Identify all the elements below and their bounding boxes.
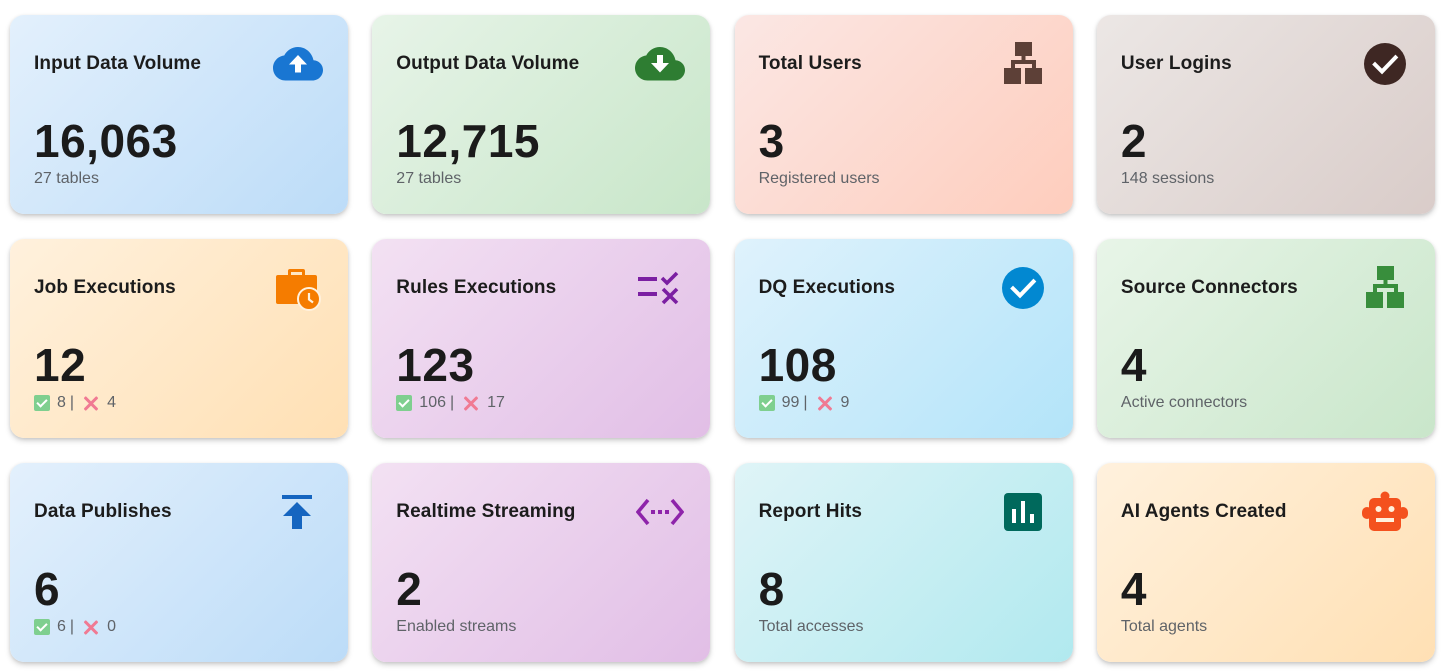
execution-stats: 106 | 17 [396, 394, 505, 412]
stat-card-dq-executions[interactable]: DQ Executions 108 99 | 9 [734, 239, 1073, 438]
card-value: 16,063 [34, 115, 178, 167]
stats-separator: | [803, 394, 808, 411]
failure-count: 9 [840, 394, 850, 411]
stat-card-user-logins[interactable]: User Logins 2 148 sessions [1096, 15, 1435, 214]
stats-separator: | [69, 618, 75, 635]
success-check-icon [758, 395, 775, 411]
card-title: AI Agents Created [1120, 501, 1287, 522]
card-subtitle: 148 sessions [1120, 170, 1215, 187]
success-check-icon [34, 395, 50, 411]
card-title: Data Publishes [34, 501, 172, 522]
stat-card-input-data-volume[interactable]: Input Data Volume 16,063 27 tables [10, 15, 348, 214]
card-value: 4 [1120, 563, 1147, 615]
card-subtitle: Active connectors [1120, 394, 1248, 411]
failure-cross-icon [82, 394, 100, 412]
card-title: Rules Executions [396, 277, 557, 298]
execution-stats: 99 | 9 [758, 394, 850, 412]
stat-card-output-data-volume[interactable]: Output Data Volume 12,715 27 tables [372, 15, 711, 214]
stat-card-total-users[interactable]: Total Users 3 Registered users [734, 15, 1073, 214]
card-title: Job Executions [34, 277, 176, 298]
check-circle-icon [997, 265, 1049, 311]
card-value: 108 [758, 339, 837, 391]
stat-card-source-connectors[interactable]: Source Connectors 4 Active connectors [1096, 239, 1435, 438]
hierarchy-icon [1359, 265, 1411, 311]
failure-cross-icon [462, 394, 480, 412]
card-title: DQ Executions [758, 277, 896, 298]
success-count: 106 [419, 394, 446, 411]
card-title: Realtime Streaming [396, 501, 576, 522]
card-subtitle: 27 tables [396, 170, 462, 187]
card-subtitle: Registered users [758, 170, 880, 187]
bar-chart-icon [997, 489, 1049, 535]
failure-count: 0 [107, 618, 116, 635]
card-title: Input Data Volume [34, 53, 202, 74]
stat-card-report-hits[interactable]: Report Hits 8 Total accesses [734, 463, 1073, 662]
cloud-download-icon [634, 41, 686, 87]
failure-count: 17 [487, 394, 505, 411]
card-value: 6 [34, 563, 61, 615]
success-count: 6 [57, 618, 66, 635]
stats-separator: | [69, 394, 75, 411]
execution-stats: 8 | 4 [34, 394, 116, 412]
success-count: 99 [781, 394, 800, 411]
failure-cross-icon [816, 394, 834, 412]
stats-separator: | [450, 394, 455, 411]
card-value: 2 [396, 563, 423, 615]
stat-card-ai-agents-created[interactable]: AI Agents Created 4 Total agents [1096, 463, 1435, 662]
stat-card-realtime-streaming[interactable]: Realtime Streaming 2 Enabled streams [372, 463, 711, 662]
card-value: 8 [758, 563, 785, 615]
execution-stats: 6 | 0 [34, 618, 116, 636]
card-subtitle: Enabled streams [396, 618, 517, 635]
publish-icon [272, 489, 324, 535]
success-check-icon [396, 395, 413, 411]
failure-cross-icon [82, 618, 100, 636]
dashboard-stat-grid: Input Data Volume 16,063 27 tables Outpu… [10, 15, 1435, 662]
settings-ethernet-icon [634, 489, 686, 535]
card-value: 2 [1120, 115, 1147, 167]
card-subtitle: Total agents [1120, 618, 1208, 635]
success-count: 8 [57, 394, 66, 411]
card-title: Source Connectors [1120, 277, 1298, 298]
cloud-upload-icon [272, 41, 324, 87]
stat-card-rules-executions[interactable]: Rules Executions 123 106 | 17 [372, 239, 711, 438]
work-history-icon [272, 265, 324, 311]
card-subtitle: 27 tables [34, 170, 99, 187]
card-value: 3 [758, 115, 785, 167]
card-value: 4 [1120, 339, 1147, 391]
hierarchy-icon [997, 41, 1049, 87]
rule-icon [634, 265, 686, 311]
failure-count: 4 [107, 394, 116, 411]
success-check-icon [34, 619, 50, 635]
card-subtitle: Total accesses [758, 618, 864, 635]
card-value: 123 [396, 339, 475, 391]
card-title: Output Data Volume [396, 53, 580, 74]
card-title: Report Hits [758, 501, 863, 522]
card-title: Total Users [758, 53, 862, 74]
card-title: User Logins [1120, 53, 1232, 74]
card-value: 12 [34, 339, 87, 391]
check-circle-icon [1359, 41, 1411, 87]
stat-card-job-executions[interactable]: Job Executions 12 8 | 4 [10, 239, 348, 438]
card-value: 12,715 [396, 115, 540, 167]
robot-icon [1359, 489, 1411, 535]
stat-card-data-publishes[interactable]: Data Publishes 6 6 | 0 [10, 463, 348, 662]
